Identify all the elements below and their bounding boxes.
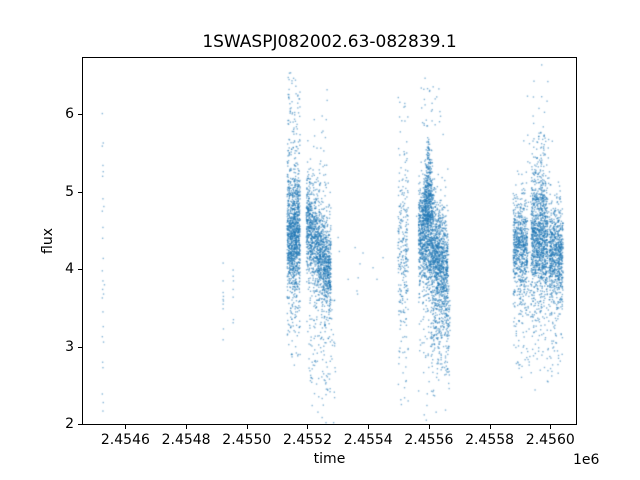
y-tick-label: 3 <box>65 338 74 355</box>
x-tick-label: 2.4546 <box>100 432 150 448</box>
x-tick-mark <box>550 425 552 429</box>
x-tick-mark <box>489 425 491 429</box>
x-tick-mark <box>125 425 127 429</box>
x-tick-mark <box>246 425 248 429</box>
x-tick-label: 2.4550 <box>222 432 272 448</box>
y-axis-label: flux <box>40 228 56 254</box>
y-tick-mark <box>78 191 82 193</box>
chart-title: 1SWASPJ082002.63-082839.1 <box>202 32 457 52</box>
x-tick-label: 2.4558 <box>465 432 515 448</box>
y-tick-label: 5 <box>65 183 74 200</box>
x-tick-mark <box>428 425 430 429</box>
y-tick-mark <box>78 269 82 271</box>
x-tick-mark <box>186 425 188 429</box>
y-tick-mark <box>78 346 82 348</box>
x-axis-offset-label: 1e6 <box>573 452 600 468</box>
x-tick-label: 2.4560 <box>525 432 575 448</box>
x-axis-label: time <box>313 451 346 467</box>
y-tick-label: 6 <box>65 106 74 123</box>
x-tick-mark <box>368 425 370 429</box>
y-tick-label: 4 <box>65 261 74 278</box>
x-tick-label: 2.4556 <box>404 432 454 448</box>
x-tick-label: 2.4548 <box>161 432 211 448</box>
x-tick-mark <box>307 425 309 429</box>
y-tick-mark <box>78 424 82 426</box>
x-tick-label: 2.4554 <box>343 432 393 448</box>
y-tick-label: 2 <box>65 416 74 433</box>
y-tick-mark <box>78 114 82 116</box>
scatter-points-canvas <box>82 57 577 425</box>
x-tick-label: 2.4552 <box>282 432 332 448</box>
